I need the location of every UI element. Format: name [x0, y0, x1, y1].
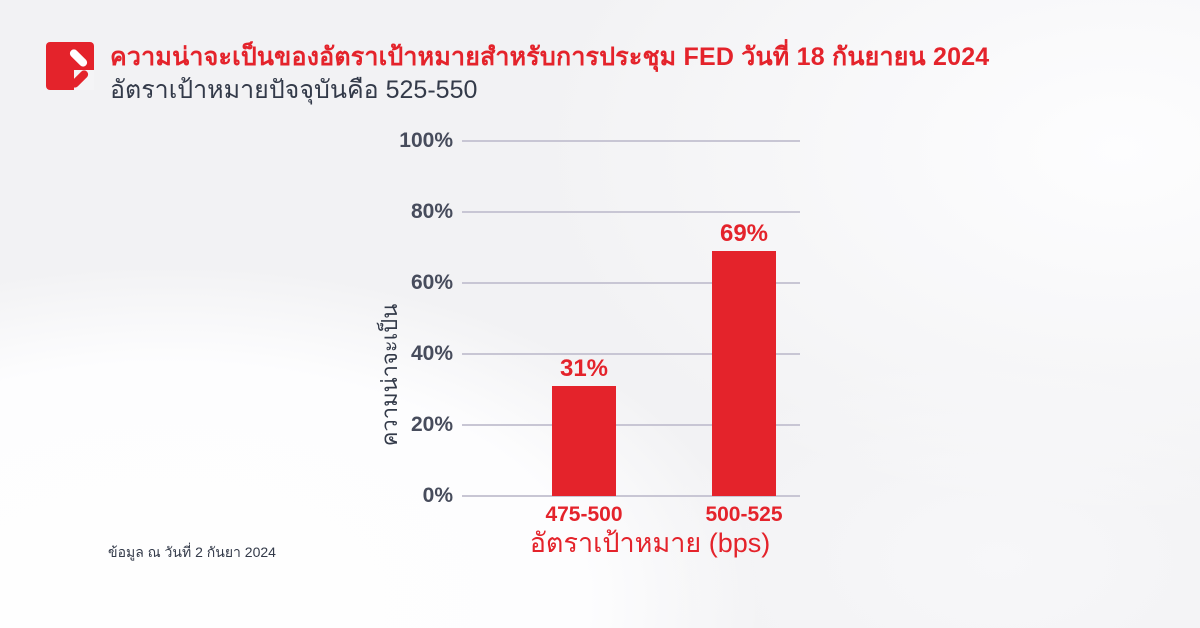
x-tick-label: 475-500 — [545, 503, 623, 526]
gridline — [462, 495, 800, 497]
gridline — [462, 282, 800, 284]
brand-logo — [46, 42, 94, 90]
x-tick-label: 500-525 — [705, 503, 783, 526]
bar-value-label: 69% — [719, 220, 769, 248]
bar-475-500 — [552, 385, 616, 496]
title-segment: วันที่ — [734, 43, 797, 71]
gridline — [462, 140, 800, 142]
chart-title: ความน่าจะเป็นของอัตราเป้าหมายสำหรับการปร… — [110, 41, 989, 74]
y-axis-title-text: ความน่าจะเป็น — [377, 303, 402, 447]
title-segment: กันยายน — [824, 43, 933, 71]
header: ความน่าจะเป็นของอัตราเป้าหมายสำหรับการปร… — [110, 41, 989, 107]
y-tick-label: 100% — [399, 129, 453, 152]
footnote: ข้อมูล ณ วันที่ 2 กันยา 2024 — [108, 544, 276, 560]
x-axis-title: อัตราเป้าหมาย (bps) — [529, 528, 771, 558]
y-tick-label: 20% — [410, 413, 453, 436]
y-tick-label: 40% — [410, 342, 453, 365]
y-tick-label: 80% — [410, 200, 453, 223]
gridline — [462, 424, 800, 426]
y-tick-label: 0% — [422, 484, 453, 507]
bar-value-label: 31% — [559, 354, 609, 382]
gridline — [462, 211, 800, 213]
chart-subtitle: อัตราเป้าหมายปัจจุบันคือ 525-550 — [110, 76, 478, 104]
title-segment: 18 — [796, 43, 825, 71]
bar-500-525 — [712, 251, 776, 496]
title-segment: ความน่าจะเป็นของอัตราเป้าหมายสำหรับการปร… — [110, 43, 684, 71]
title-segment: 2024 — [933, 43, 990, 71]
y-tick-label: 60% — [410, 271, 453, 294]
title-segment: FED — [683, 43, 735, 71]
gridline — [462, 353, 800, 355]
